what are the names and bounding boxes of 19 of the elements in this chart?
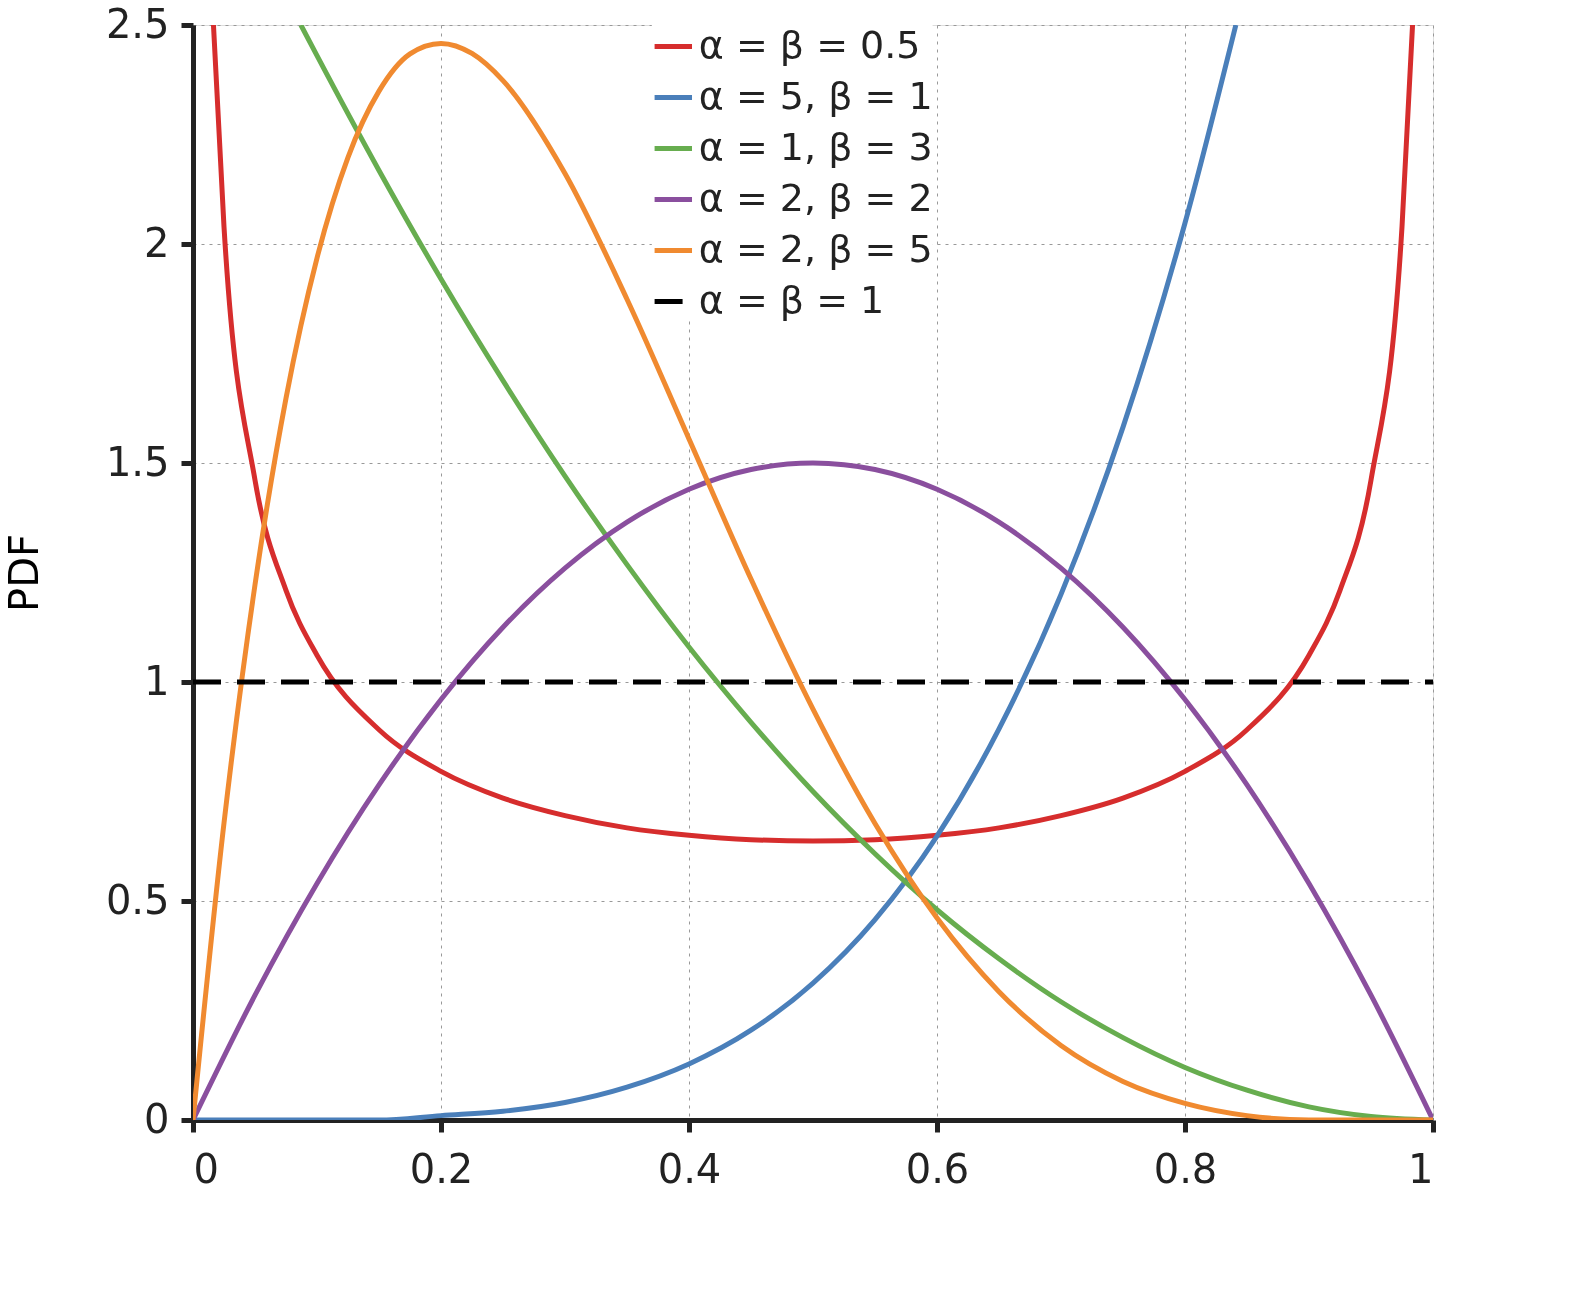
x-tick-label: 0.8 xyxy=(1153,1145,1218,1192)
y-axis-title: PDF xyxy=(0,534,47,612)
y-tick-label: 0.5 xyxy=(105,876,170,923)
x-tick-label: 0 xyxy=(193,1145,219,1192)
legend-label: α = β = 0.5 xyxy=(698,22,921,67)
legend-label: α = 5, β = 1 xyxy=(698,73,933,118)
x-tick-label: 1 xyxy=(1408,1145,1434,1192)
legend-label: α = 2, β = 2 xyxy=(698,175,933,220)
y-tick-label: 1 xyxy=(144,657,170,704)
y-tick-label: 2.5 xyxy=(105,0,170,47)
x-tick-label: 0.6 xyxy=(905,1145,970,1192)
legend-label: α = β = 1 xyxy=(698,277,885,322)
x-tick-label: 0.4 xyxy=(657,1145,722,1192)
y-tick-label: 1.5 xyxy=(105,438,170,485)
legend-label: α = 2, β = 5 xyxy=(698,226,933,271)
y-tick-label: 2 xyxy=(144,219,170,266)
legend-label: α = 1, β = 3 xyxy=(698,124,933,169)
y-tick-label: 0 xyxy=(144,1095,170,1142)
x-tick-label: 0.2 xyxy=(409,1145,474,1192)
